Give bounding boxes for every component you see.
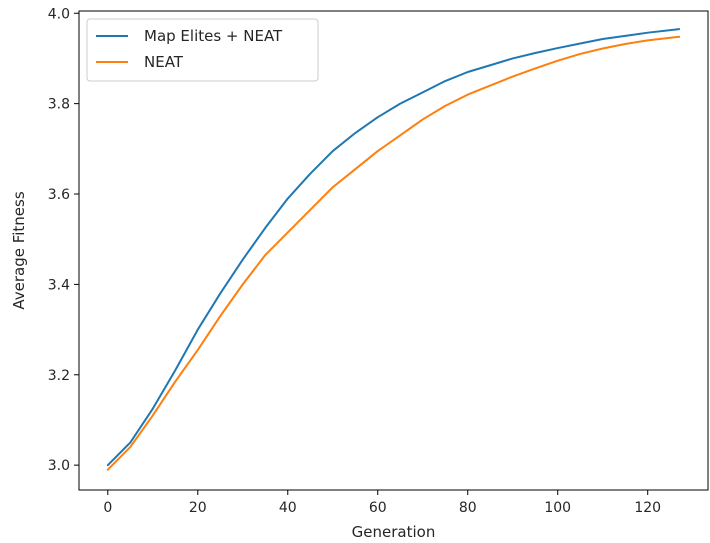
series-layer: [106, 28, 681, 471]
series-line-map-elites-neat: [106, 28, 681, 467]
legend: Map Elites + NEAT NEAT: [86, 18, 319, 82]
plot-frame: [78, 10, 709, 491]
x-axis: 0 20 40 60 80 100 120: [103, 490, 661, 516]
x-tick-label: 120: [634, 500, 661, 516]
y-tick-label: 3.4: [48, 277, 70, 293]
legend-label: Map Elites + NEAT: [144, 27, 283, 45]
y-tick-label: 3.2: [48, 368, 70, 384]
x-tick-label: 40: [279, 500, 297, 516]
y-axis: 3.0 3.2 3.4 3.6 3.8 4.0: [48, 6, 79, 474]
legend-label: NEAT: [144, 53, 184, 71]
x-tick-label: 60: [369, 500, 387, 516]
legend-box: [86, 18, 319, 82]
series-line-neat: [106, 35, 681, 471]
x-axis-label: Generation: [352, 523, 436, 541]
x-tick-label: 100: [544, 500, 571, 516]
y-tick-label: 3.6: [48, 187, 70, 203]
x-tick-label: 0: [103, 500, 112, 516]
x-tick-label: 80: [459, 500, 477, 516]
y-tick-label: 3.0: [48, 458, 70, 474]
y-tick-label: 3.8: [48, 97, 70, 113]
y-axis-label: Average Fitness: [10, 191, 28, 310]
y-tick-label: 4.0: [48, 6, 70, 22]
x-tick-label: 20: [189, 500, 207, 516]
